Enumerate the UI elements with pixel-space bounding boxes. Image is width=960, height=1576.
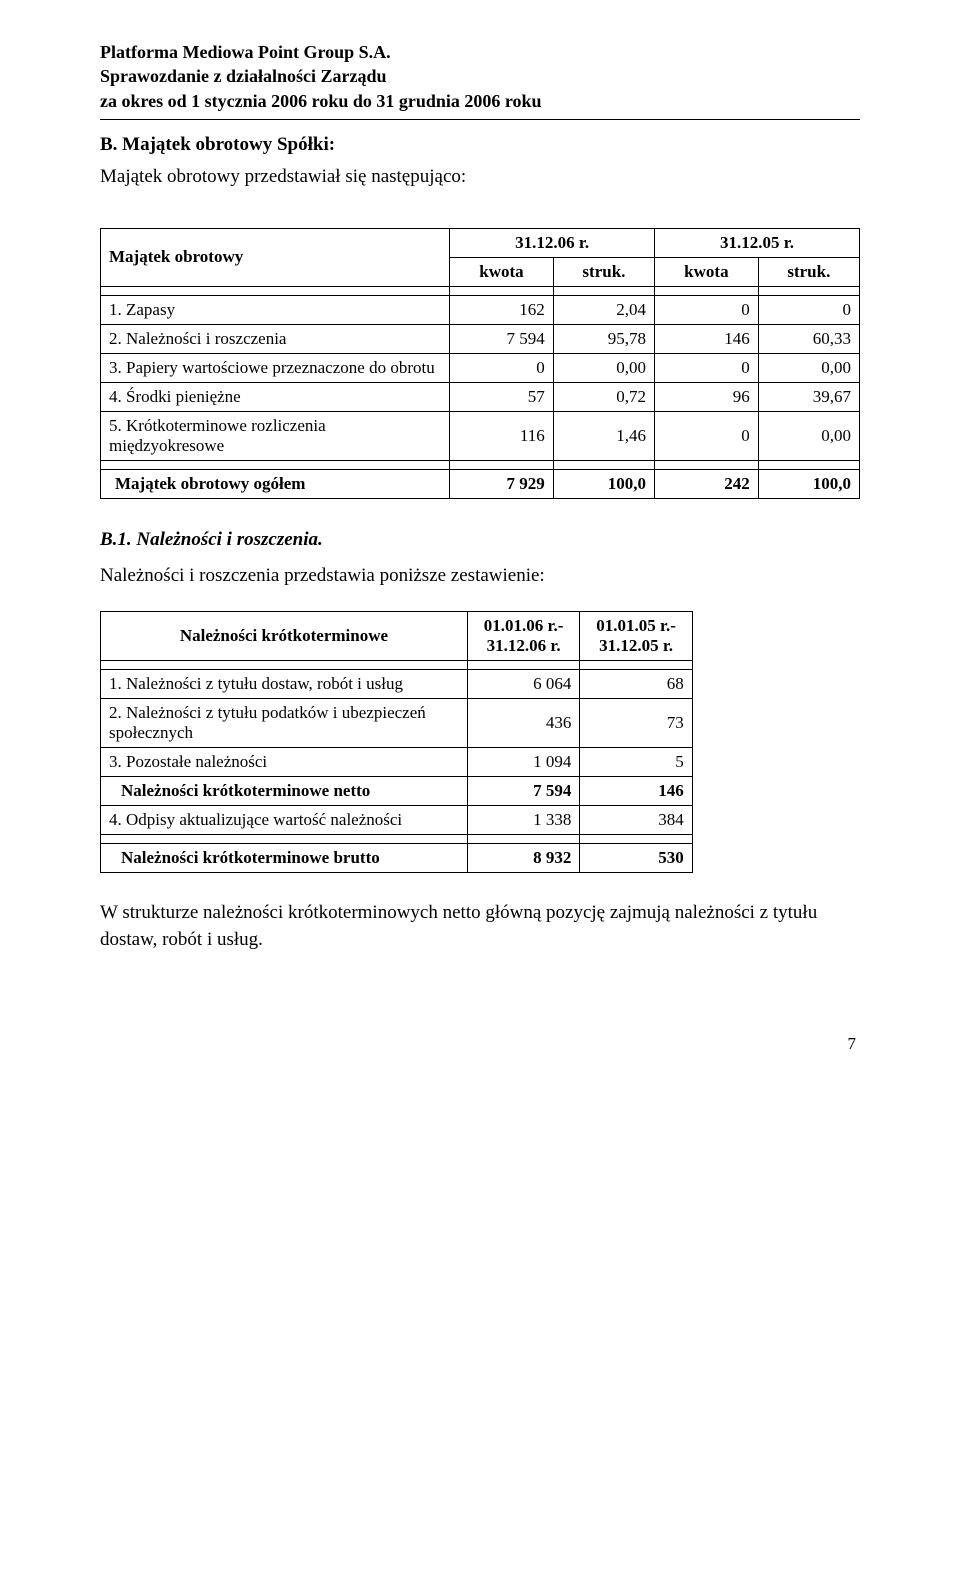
col-kwota-2: kwota xyxy=(655,257,759,286)
row-label: 2. Należności z tytułu podatków i ubezpi… xyxy=(101,698,468,747)
total-val: 7 929 xyxy=(450,469,554,498)
table-row: 3. Papiery wartościowe przeznaczone do o… xyxy=(101,353,860,382)
table-row: 3. Pozostałe należności 1 094 5 xyxy=(101,747,693,776)
row-val: 0 xyxy=(450,353,554,382)
table-header-row: Należności krótkoterminowe 01.01.06 r.- … xyxy=(101,611,693,660)
total-label: Należności krótkoterminowe brutto xyxy=(101,843,468,872)
header-label: Majątek obrotowy xyxy=(101,228,450,286)
total-val: 242 xyxy=(655,469,759,498)
period-2b: 31.12.05 r. xyxy=(599,636,673,655)
header-label: Należności krótkoterminowe xyxy=(101,611,468,660)
row-val: 0 xyxy=(655,353,759,382)
table-row: 2. Należności z tytułu podatków i ubezpi… xyxy=(101,698,693,747)
table-naleznosci: Należności krótkoterminowe 01.01.06 r.- … xyxy=(100,611,693,873)
row-val: 68 xyxy=(580,669,692,698)
footer-paragraph: W strukturze należności krótkoterminowyc… xyxy=(100,899,860,954)
row-val: 0,00 xyxy=(553,353,654,382)
table-spacer xyxy=(101,460,860,469)
row-val: 162 xyxy=(450,295,554,324)
col-kwota-1: kwota xyxy=(450,257,554,286)
row-val: 96 xyxy=(655,382,759,411)
row-label: 3. Pozostałe należności xyxy=(101,747,468,776)
row-val: 57 xyxy=(450,382,554,411)
row-val: 146 xyxy=(655,324,759,353)
row-label: 4. Odpisy aktualizujące wartość należnoś… xyxy=(101,805,468,834)
document-page: Platforma Mediowa Point Group S.A. Spraw… xyxy=(0,0,960,1094)
row-val: 0,00 xyxy=(758,411,859,460)
table-row: 5. Krótkoterminowe rozliczenia międzyokr… xyxy=(101,411,860,460)
row-val: 0 xyxy=(758,295,859,324)
table-row: 2. Należności i roszczenia 7 594 95,78 1… xyxy=(101,324,860,353)
row-val: 116 xyxy=(450,411,554,460)
table-spacer xyxy=(101,834,693,843)
total-val: 8 932 xyxy=(467,843,579,872)
row-val: 0,00 xyxy=(758,353,859,382)
table-majatek-obrotowy: Majątek obrotowy 31.12.06 r. 31.12.05 r.… xyxy=(100,228,860,499)
period-1b: 31.12.06 r. xyxy=(487,636,561,655)
row-val: 60,33 xyxy=(758,324,859,353)
row-label: 5. Krótkoterminowe rozliczenia międzyokr… xyxy=(101,411,450,460)
row-val: 1,46 xyxy=(553,411,654,460)
row-val: 1 094 xyxy=(467,747,579,776)
table-spacer xyxy=(101,660,693,669)
subtotal-val: 146 xyxy=(580,776,692,805)
page-number: 7 xyxy=(100,1034,860,1054)
row-label: 1. Zapasy xyxy=(101,295,450,324)
period-1a: 01.01.06 r.- xyxy=(484,616,564,635)
section-b-intro: Majątek obrotowy przedstawiał się następ… xyxy=(100,166,860,188)
row-label: 4. Środki pieniężne xyxy=(101,382,450,411)
total-val: 100,0 xyxy=(553,469,654,498)
row-val: 0 xyxy=(655,295,759,324)
row-label: 2. Należności i roszczenia xyxy=(101,324,450,353)
header-line-1: Platforma Mediowa Point Group S.A. xyxy=(100,40,860,64)
total-label: Majątek obrotowy ogółem xyxy=(101,469,450,498)
row-val: 0,72 xyxy=(553,382,654,411)
row-val: 1 338 xyxy=(467,805,579,834)
row-val: 436 xyxy=(467,698,579,747)
section-b1-intro: Należności i roszczenia przedstawia poni… xyxy=(100,565,860,587)
row-val: 95,78 xyxy=(553,324,654,353)
col-struk-2: struk. xyxy=(758,257,859,286)
header-period-1: 01.01.06 r.- 31.12.06 r. xyxy=(467,611,579,660)
table-total-row: Majątek obrotowy ogółem 7 929 100,0 242 … xyxy=(101,469,860,498)
row-val: 73 xyxy=(580,698,692,747)
col-struk-1: struk. xyxy=(553,257,654,286)
table-total-row: Należności krótkoterminowe brutto 8 932 … xyxy=(101,843,693,872)
table-row: 1. Zapasy 162 2,04 0 0 xyxy=(101,295,860,324)
table-row: 4. Środki pieniężne 57 0,72 96 39,67 xyxy=(101,382,860,411)
row-val: 39,67 xyxy=(758,382,859,411)
row-val: 0 xyxy=(655,411,759,460)
header-period-1: 31.12.06 r. xyxy=(450,228,655,257)
header-line-3: za okres od 1 stycznia 2006 roku do 31 g… xyxy=(100,89,860,113)
subtotal-label: Należności krótkoterminowe netto xyxy=(101,776,468,805)
row-label: 1. Należności z tytułu dostaw, robót i u… xyxy=(101,669,468,698)
section-b1-title: B.1. Należności i roszczenia. xyxy=(100,529,860,551)
subtotal-val: 7 594 xyxy=(467,776,579,805)
header-line-2: Sprawozdanie z działalności Zarządu xyxy=(100,64,860,88)
row-label: 3. Papiery wartościowe przeznaczone do o… xyxy=(101,353,450,382)
table-row: 1. Należności z tytułu dostaw, robót i u… xyxy=(101,669,693,698)
period-2a: 01.01.05 r.- xyxy=(596,616,676,635)
total-val: 530 xyxy=(580,843,692,872)
header-period-2: 31.12.05 r. xyxy=(655,228,860,257)
document-header: Platforma Mediowa Point Group S.A. Spraw… xyxy=(100,40,860,120)
row-val: 7 594 xyxy=(450,324,554,353)
table-header-row: Majątek obrotowy 31.12.06 r. 31.12.05 r. xyxy=(101,228,860,257)
section-b-title: B. Majątek obrotowy Spółki: xyxy=(100,134,860,156)
row-val: 384 xyxy=(580,805,692,834)
header-period-2: 01.01.05 r.- 31.12.05 r. xyxy=(580,611,692,660)
row-val: 6 064 xyxy=(467,669,579,698)
table-row: 4. Odpisy aktualizujące wartość należnoś… xyxy=(101,805,693,834)
table-spacer xyxy=(101,286,860,295)
total-val: 100,0 xyxy=(758,469,859,498)
table-subtotal-row: Należności krótkoterminowe netto 7 594 1… xyxy=(101,776,693,805)
row-val: 5 xyxy=(580,747,692,776)
row-val: 2,04 xyxy=(553,295,654,324)
